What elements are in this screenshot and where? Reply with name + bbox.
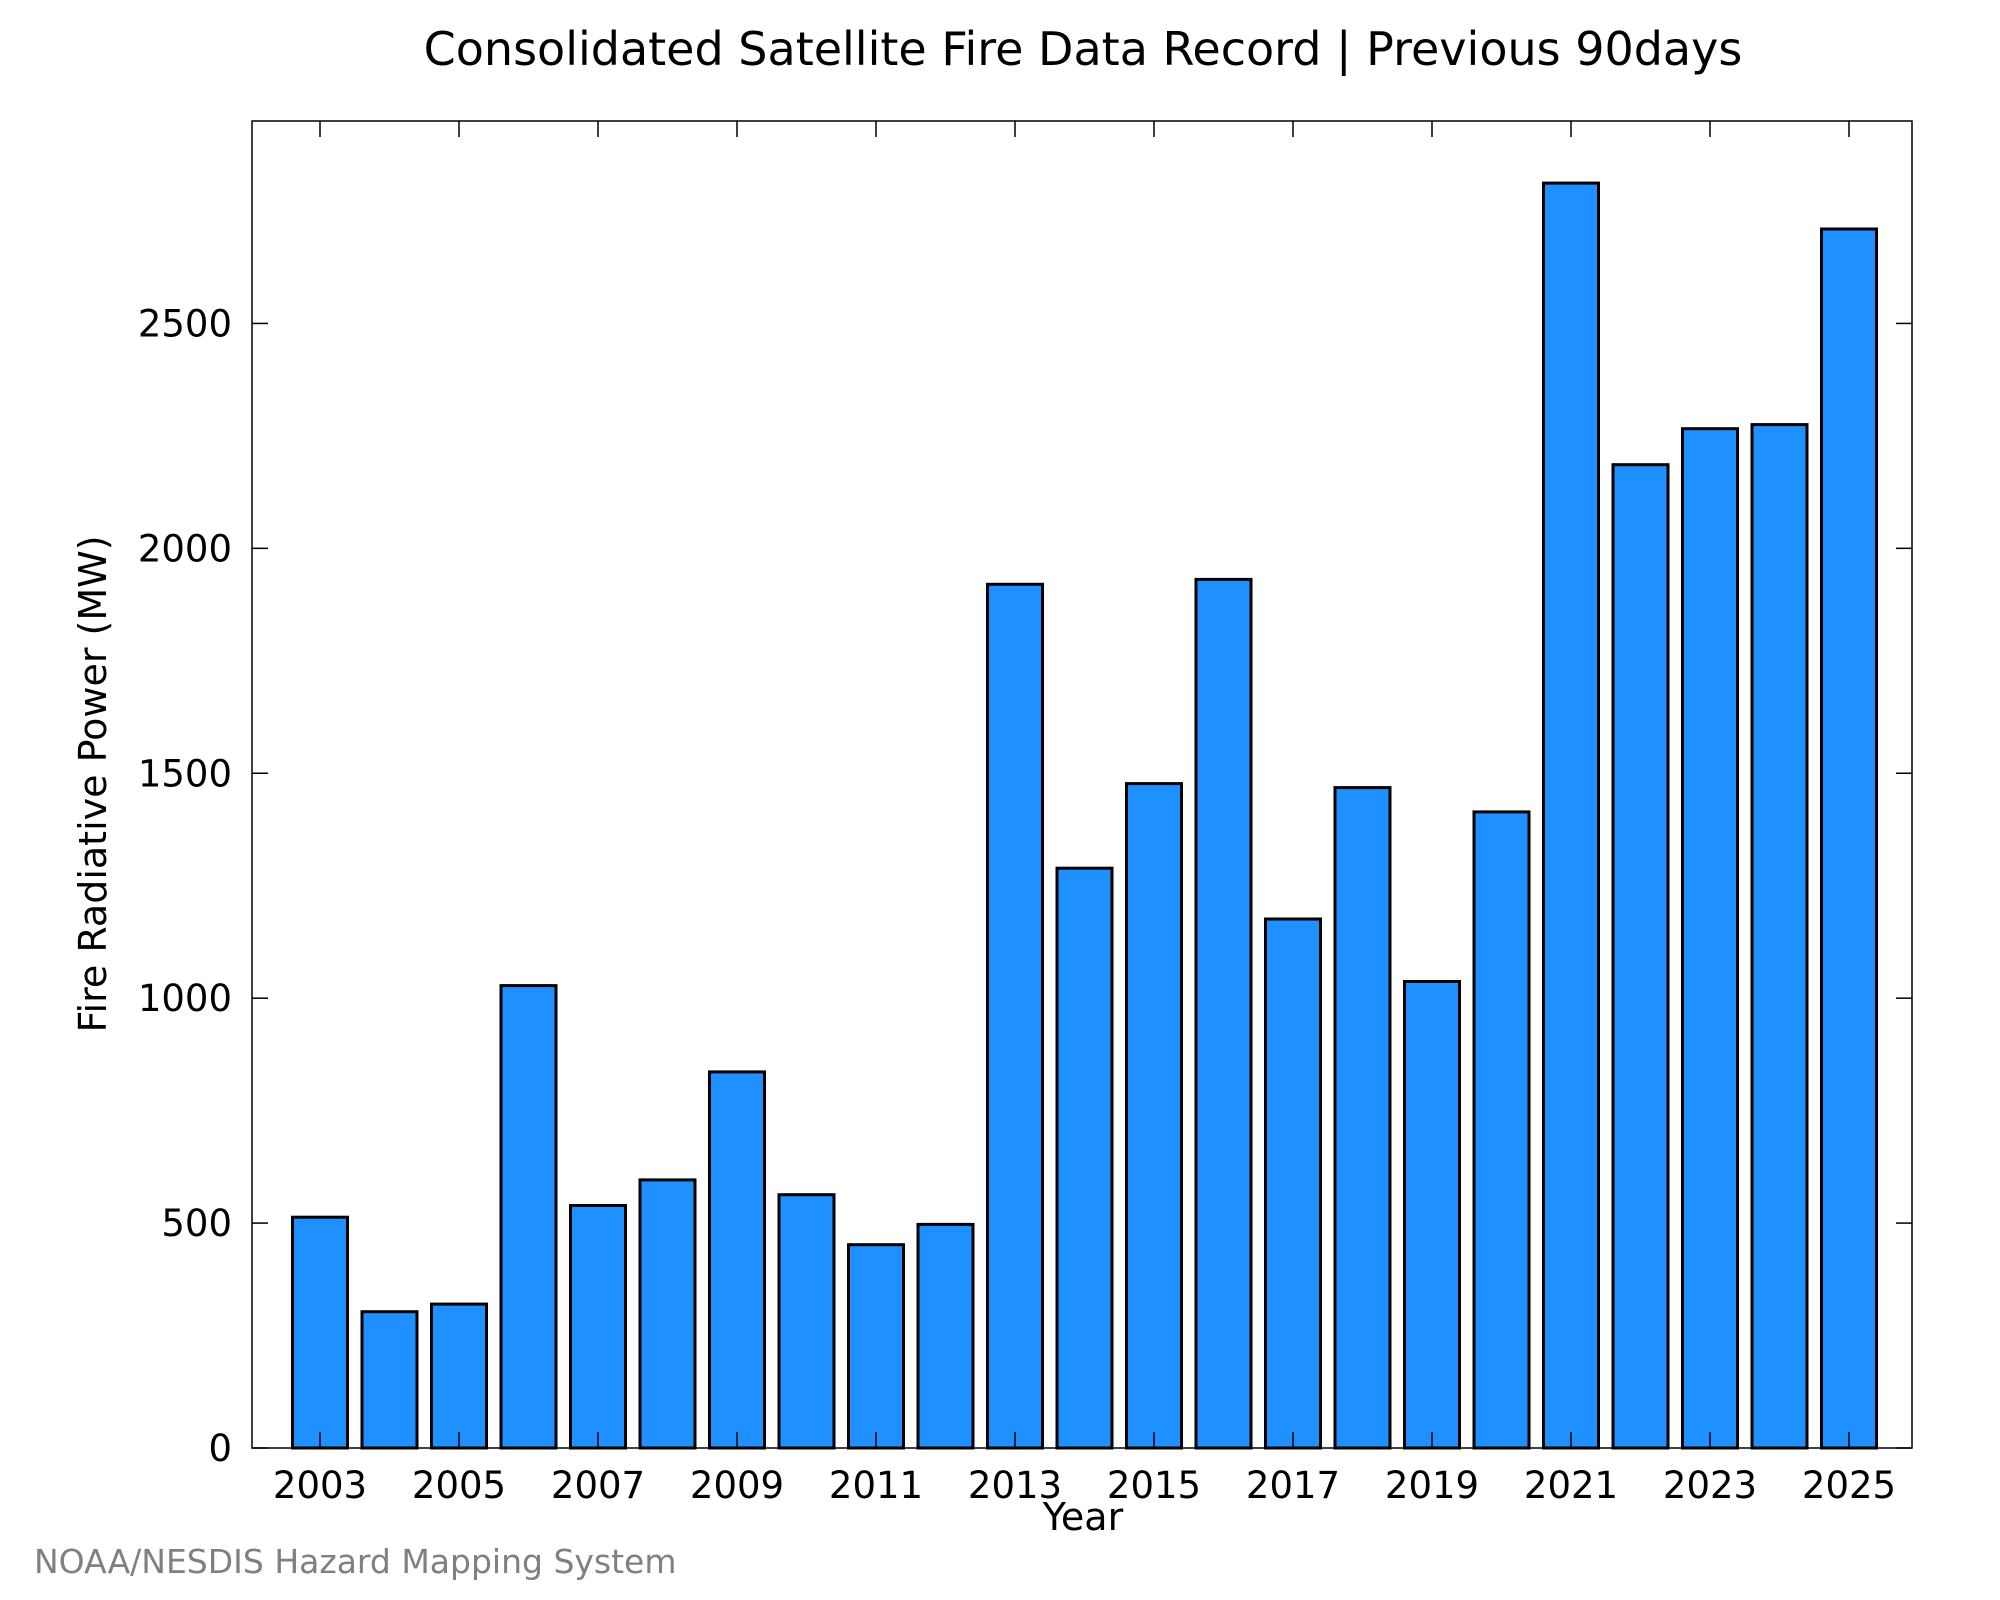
x-tick-label-2013: 2013 — [968, 1464, 1062, 1507]
bar-2024 — [1750, 423, 1809, 1450]
bar-2009 — [708, 1070, 766, 1450]
y-tick-label-500: 500 — [161, 1202, 232, 1245]
bar-2003 — [291, 1215, 349, 1450]
x-tick-label-2021: 2021 — [1524, 1464, 1618, 1507]
bar-2014 — [1055, 866, 1114, 1450]
y-tick-label-1000: 1000 — [138, 977, 232, 1020]
bar-2013 — [986, 582, 1044, 1450]
x-tick-label-2009: 2009 — [690, 1464, 784, 1507]
ticks-group: 0 500 1000 1500 2000 2500 2003 2005 2007 2009 2011… — [138, 121, 1912, 1507]
bar-2021 — [1542, 181, 1600, 1450]
bar-2018 — [1333, 786, 1392, 1450]
bar-2023 — [1681, 427, 1739, 1450]
bar-2007 — [569, 1204, 627, 1450]
x-tick-label-2025: 2025 — [1802, 1464, 1896, 1507]
y-tick-label-2500: 2500 — [138, 302, 232, 345]
y-tick-label-0: 0 — [208, 1427, 232, 1470]
bar-2015 — [1125, 782, 1183, 1450]
x-tick-label-2007: 2007 — [551, 1464, 645, 1507]
bar-2005 — [430, 1302, 488, 1450]
chart-title: Consolidated Satellite Fire Data Record … — [424, 22, 1743, 77]
bar-2025 — [1820, 227, 1878, 1450]
bar-2004 — [360, 1310, 419, 1450]
bar-2011 — [847, 1243, 905, 1450]
bar-2012 — [916, 1222, 975, 1450]
bar-2022 — [1611, 463, 1670, 1450]
x-tick-label-2015: 2015 — [1107, 1464, 1201, 1507]
x-axis-label: Year — [1042, 1495, 1124, 1539]
bar-2019 — [1403, 980, 1461, 1450]
bar-2020 — [1472, 810, 1531, 1450]
x-tick-label-2003: 2003 — [273, 1464, 367, 1507]
x-tick-label-2005: 2005 — [412, 1464, 506, 1507]
y-tick-label-2000: 2000 — [138, 527, 232, 570]
y-axis-label: Fire Radiative Power (MW) — [71, 535, 115, 1032]
bar-2017 — [1264, 917, 1322, 1450]
x-tick-label-2011: 2011 — [829, 1464, 923, 1507]
bar-2010 — [777, 1193, 836, 1450]
bar-2016 — [1194, 577, 1253, 1450]
bar-2008 — [638, 1178, 697, 1450]
x-tick-label-2017: 2017 — [1246, 1464, 1340, 1507]
plot-frame — [251, 120, 1913, 1449]
bar-2006 — [499, 984, 558, 1450]
bars-group — [291, 181, 1878, 1450]
y-tick-label-1500: 1500 — [138, 752, 232, 795]
credit-text: NOAA/NESDIS Hazard Mapping System — [34, 1542, 677, 1581]
x-tick-label-2023: 2023 — [1663, 1464, 1757, 1507]
x-tick-label-2019: 2019 — [1385, 1464, 1479, 1507]
